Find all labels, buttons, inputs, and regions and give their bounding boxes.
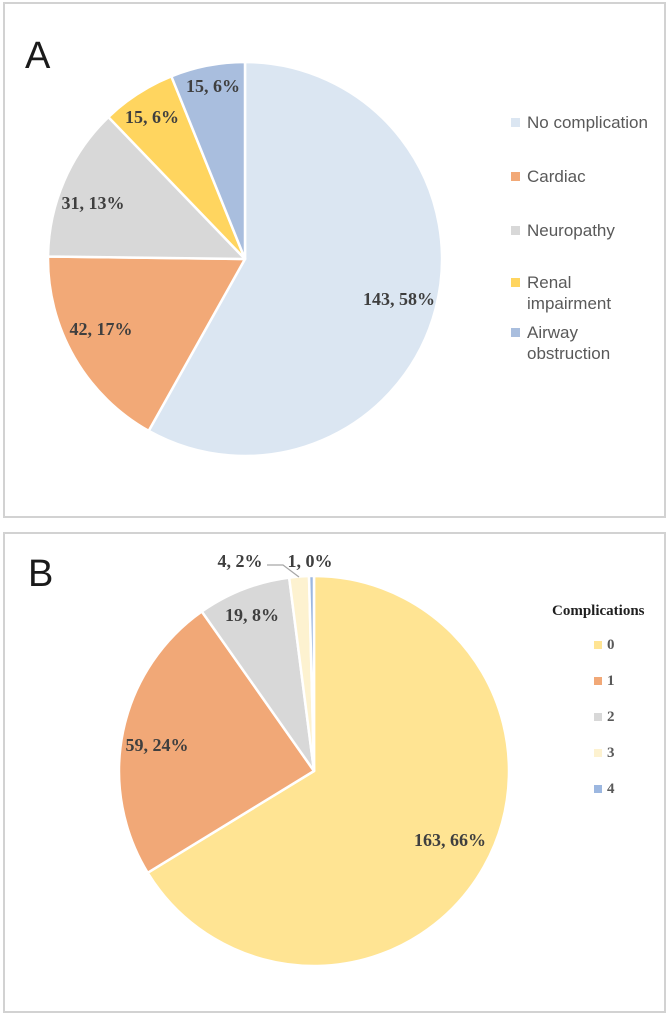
legend-item: Renal impairment — [511, 272, 661, 314]
legend-label: 0 — [607, 637, 615, 653]
legend-item: 4 — [594, 779, 615, 799]
panel-b: 163, 66% 59, 24% 19, 8% 4, 2% 1, 0% B Compli… — [3, 532, 666, 1013]
pie-slice-label: 163, 66% — [414, 830, 486, 850]
legend-swatch-4 — [594, 785, 602, 793]
legend-swatch-renal-impairment — [511, 278, 520, 287]
legend-label: Neuropathy — [527, 221, 615, 240]
legend-label: 2 — [607, 709, 615, 725]
legend-label: Airway obstruction — [527, 323, 611, 363]
legend-item: Neuropathy — [511, 220, 661, 241]
legend-item: No complication — [511, 112, 661, 133]
legend-label: 1 — [607, 673, 615, 689]
legend-swatch-1 — [594, 677, 602, 685]
legend-item: 1 — [594, 671, 615, 691]
panel-a-label: A — [25, 35, 51, 77]
pie-slice-airway-obstruction — [170, 60, 247, 261]
legend-swatch-airway-obstruction — [511, 328, 520, 337]
pie-slice-no-complication — [147, 60, 444, 458]
legend-item: Cardiac — [511, 166, 661, 187]
legend-label: Renal impairment — [527, 273, 612, 313]
pie-slice-cardiac — [46, 255, 247, 433]
pie-slice-4 — [307, 574, 316, 773]
pie-slice-label: 143, 58% — [363, 289, 435, 309]
pie-slice-label: 1, 0% — [288, 551, 333, 571]
pie-slice-label: 4, 2% — [218, 551, 263, 571]
pie-slice-label: 15, 6% — [125, 107, 179, 127]
pie-slice-label: 31, 13% — [62, 193, 125, 213]
legend-swatch-neuropathy — [511, 226, 520, 235]
panel-b-plot-area: 163, 66% 59, 24% 19, 8% 4, 2% 1, 0% B Compli… — [5, 534, 664, 1011]
legend-label: Cardiac — [527, 167, 586, 186]
legend-swatch-cardiac — [511, 172, 520, 181]
legend-b-title: Complications — [552, 603, 645, 619]
legend-label: 4 — [607, 781, 615, 797]
legend-swatch-3 — [594, 749, 602, 757]
legend-item: 2 — [594, 707, 615, 727]
legend-swatch-2 — [594, 713, 602, 721]
pie-slice-label: 59, 24% — [126, 735, 189, 755]
legend-item: 3 — [594, 743, 615, 763]
legend-swatch-0 — [594, 641, 602, 649]
legend-swatch-no-complication — [511, 118, 520, 127]
pie-slice-1 — [117, 610, 316, 875]
pie-slice-label: 42, 17% — [70, 319, 133, 339]
panel-a: 143, 58% 42, 17% 31, 13% 15, 6% 15, 6% A No … — [3, 2, 666, 518]
legend-item: Airway obstruction — [511, 322, 661, 364]
panel-a-plot-area: 143, 58% 42, 17% 31, 13% 15, 6% 15, 6% A No … — [5, 4, 664, 516]
pie-slice-2 — [200, 576, 316, 773]
label-leader-line — [267, 564, 300, 578]
pie-slice-neuropathy — [46, 115, 247, 261]
pie-chart-complication-counts: 163, 66% 59, 24% 19, 8% 4, 2% 1, 0% — [117, 551, 511, 968]
pie-slice-label: 19, 8% — [225, 605, 279, 625]
legend-item: 0 — [594, 635, 615, 655]
legend-label: No complication — [527, 113, 648, 132]
pie-slice-label: 15, 6% — [186, 76, 240, 96]
legend-label: 3 — [607, 745, 615, 761]
panel-b-label: B — [28, 553, 54, 595]
pie-slice-0 — [146, 574, 511, 968]
pie-chart-complication-types: 143, 58% 42, 17% 31, 13% 15, 6% 15, 6% — [46, 60, 444, 458]
